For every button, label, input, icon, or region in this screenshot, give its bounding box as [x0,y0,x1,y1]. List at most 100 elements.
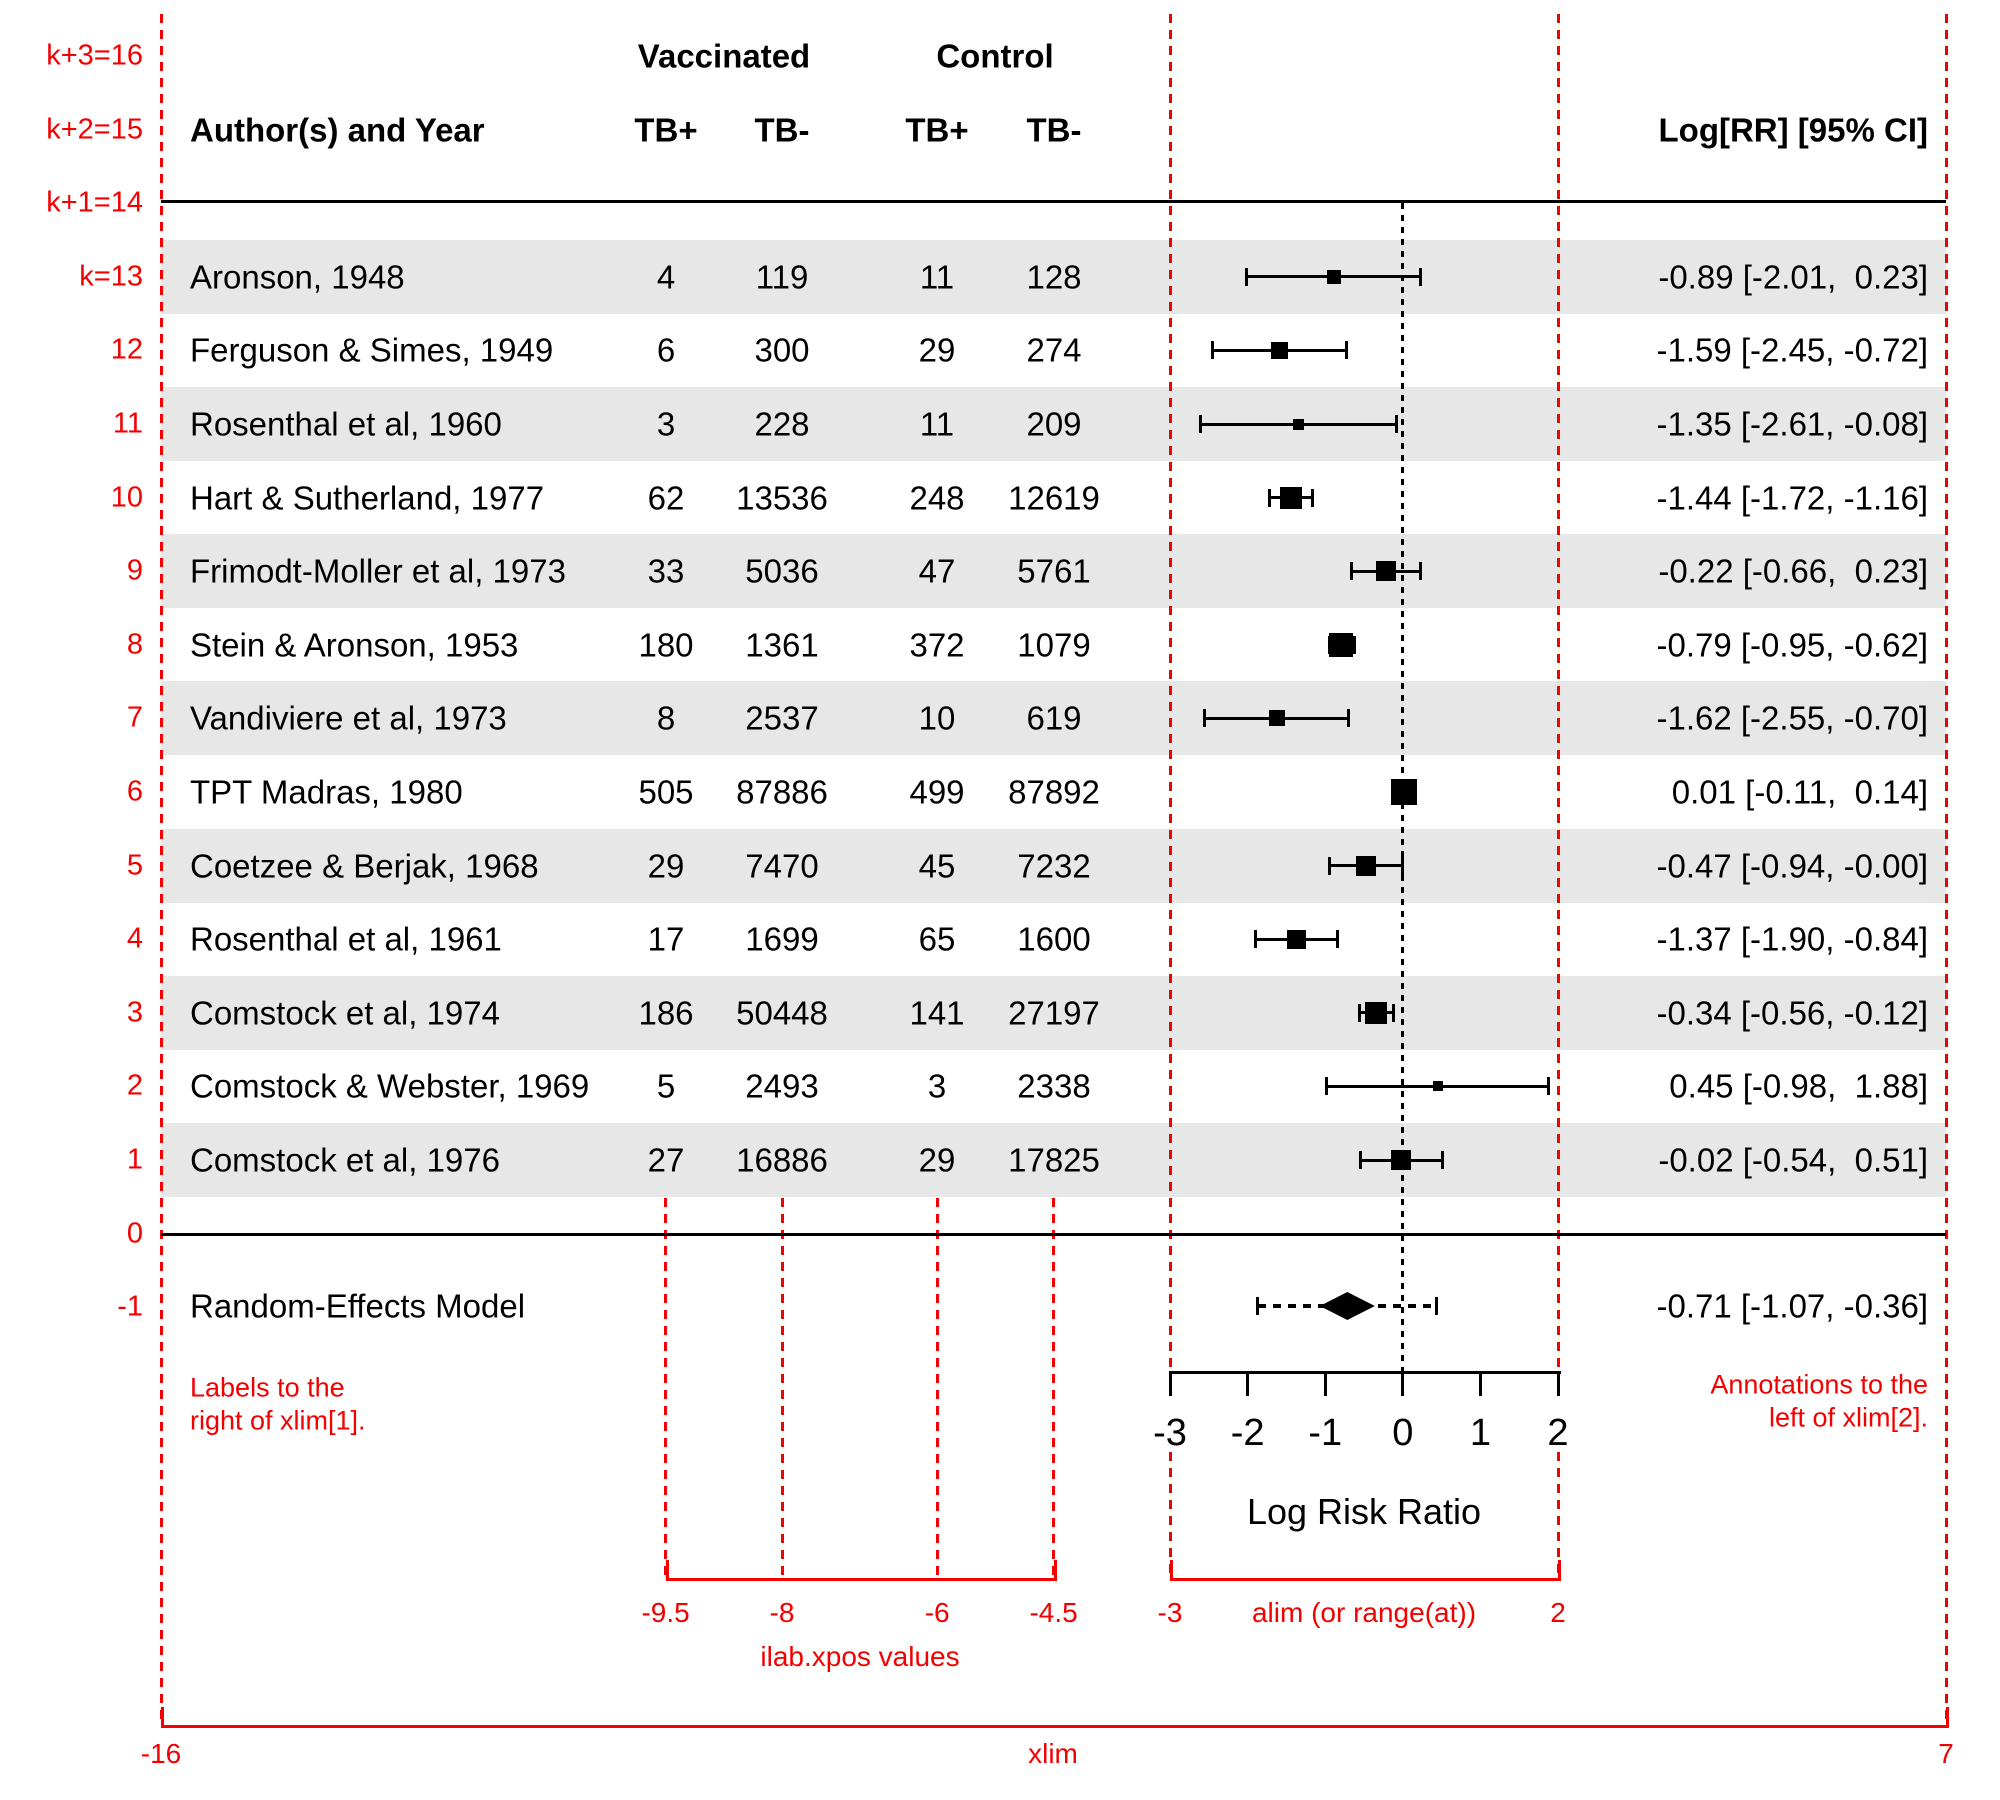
ci-cap-right [1336,930,1340,949]
ilab-bracket-tick-right [1053,1560,1057,1578]
study-count: 50448 [736,994,828,1032]
study-label: Aronson, 1948 [190,258,405,296]
ci-cap-right [1440,1151,1444,1169]
point-estimate-marker [1390,779,1417,805]
alim-caption: alim (or range(at)) [1251,1597,1477,1628]
study-annotation: -1.35 [-2.61, -0.08] [1656,405,1929,443]
study-count: 186 [638,994,694,1032]
row-number-label: 11 [112,407,143,440]
ilab-bracket-tick-left [665,1560,669,1578]
ilab-xpos-label: -4.5 [1029,1597,1078,1628]
point-estimate-marker [1365,1001,1388,1024]
row-stripe [161,1123,1946,1197]
study-label: Ferguson & Simes, 1949 [190,331,554,369]
study-annotation: -0.34 [-0.56, -0.12] [1656,994,1929,1032]
study-count: 27 [647,1141,685,1179]
ilab-xpos-guide [664,1198,668,1578]
study-count: 62 [647,479,685,517]
point-estimate-marker [1375,561,1396,582]
point-estimate-marker [1329,632,1354,657]
study-annotation: -0.47 [-0.94, -0.00] [1656,847,1929,885]
study-count: 3 [927,1067,947,1105]
study-count: 27197 [1008,994,1100,1032]
point-estimate-marker [1391,1150,1412,1170]
row-stripe [161,534,1946,609]
study-count: 87886 [736,773,828,811]
ci-cap-right [1401,856,1405,875]
ci-cap-right [1311,488,1315,507]
row-stripe [161,387,1946,461]
study-count: 29 [918,1141,956,1179]
study-count: 11 [919,405,955,443]
ilab-bracket [665,1578,1057,1581]
study-count: 17 [647,920,685,958]
study-annotation: -0.79 [-0.95, -0.62] [1656,626,1929,664]
point-estimate-marker [1280,486,1303,509]
summary-annotation: -0.71 [-1.07, -0.36] [1656,1287,1929,1325]
ci-cap-left [1267,488,1271,507]
study-label: TPT Madras, 1980 [190,773,463,811]
study-annotation: 0.01 [-0.11, 0.14] [1662,773,1928,811]
x-axis-tick [1478,1371,1482,1396]
row-number-label: k+3=16 [46,39,143,72]
header-col-control-tbneg: TB- [1026,111,1082,149]
header-author-year: Author(s) and Year [190,111,485,149]
study-label: Comstock & Webster, 1969 [190,1067,590,1105]
study-count: 12619 [1008,479,1100,517]
study-label: Hart & Sutherland, 1977 [190,479,545,517]
study-annotation: -1.44 [-1.72, -1.16] [1656,479,1929,517]
header-col-vaccinated-tbneg: TB- [754,111,810,149]
x-axis-tick-label: 1 [1469,1412,1491,1454]
study-count: 499 [909,773,965,811]
study-count: 119 [755,258,809,296]
alim-bracket-tick-right [1558,1560,1561,1578]
row-number-label: 2 [126,1069,143,1102]
ci-cap-left [1327,635,1331,654]
summary-diamond [1319,1292,1375,1320]
study-count: 619 [1026,699,1082,737]
x-axis-title: Log Risk Ratio [1246,1491,1482,1532]
study-count: 10 [918,699,956,737]
row-number-label: 12 [110,333,143,366]
header-logrr-ci: Log[RR] [95% CI] [1658,111,1928,149]
study-count: 47 [918,552,956,590]
ci-cap-left [1357,1003,1361,1022]
ci-cap-left [1198,415,1202,433]
xlim-bracket [161,1725,1949,1728]
ci-cap-left [1328,856,1332,875]
study-count: 274 [1026,331,1082,369]
x-axis-tick-label: -3 [1153,1412,1187,1454]
study-count: 2493 [745,1067,819,1105]
left-note-line2: right of xlim[1]. [190,1405,366,1436]
right-note-line2: left of xlim[2]. [1768,1402,1928,1433]
study-count: 228 [754,405,810,443]
row-number-label: 10 [110,481,143,514]
xlim-bracket-tick-right [1946,1707,1949,1725]
row-stripe [161,239,1946,314]
x-axis-tick-label: 2 [1547,1412,1569,1454]
study-annotation: 0.45 [-0.98, 1.88] [1660,1067,1928,1105]
study-annotation: -1.59 [-2.45, -0.72] [1656,331,1929,369]
x-axis-tick [1246,1371,1250,1396]
study-label: Coetzee & Berjak, 1968 [190,847,539,885]
study-label: Vandiviere et al, 1973 [190,699,507,737]
point-estimate-marker [1286,929,1306,949]
study-count: 6 [656,331,676,369]
study-label: Comstock et al, 1974 [190,994,500,1032]
study-count: 29 [647,847,685,885]
row-number-label: 9 [126,554,143,587]
study-label: Comstock et al, 1976 [190,1141,500,1179]
alim-right-guide [1556,1452,1560,1578]
point-estimate-marker [1292,418,1304,430]
study-annotation: -0.02 [-0.54, 0.51] [1658,1141,1928,1179]
x-axis-line [1170,1371,1561,1374]
xlim-left-label: -16 [140,1738,182,1769]
row-number-label: 8 [126,628,143,661]
ci-cap-left [1211,341,1215,360]
x-axis-tick [1401,1371,1405,1396]
point-estimate-marker [1432,1081,1443,1092]
study-count: 1699 [745,920,819,958]
alim-bracket-tick-left [1170,1560,1173,1578]
study-annotation: -0.89 [-2.01, 0.23] [1658,258,1928,296]
